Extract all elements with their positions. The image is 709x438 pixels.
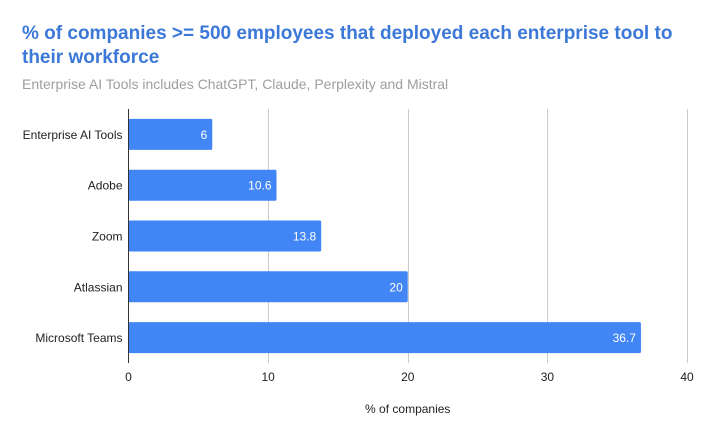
bar[interactable] [128,118,213,150]
chart-subtitle: Enterprise AI Tools includes ChatGPT, Cl… [22,76,449,92]
bar[interactable] [128,271,408,303]
bar-value-label: 6 [201,128,208,142]
bar[interactable] [128,169,277,201]
bar-value-label: 13.8 [293,230,317,244]
category-label: Microsoft Teams [35,331,122,345]
x-tick-label: 10 [261,370,275,384]
category-label: Adobe [88,179,123,193]
bar[interactable] [128,322,641,354]
x-tick-label: 0 [125,370,132,384]
x-tick-label: 20 [401,370,415,384]
bar-value-label: 36.7 [613,331,637,345]
category-label: Atlassian [74,280,123,294]
x-axis-title: % of companies [365,402,450,416]
x-tick-label: 30 [541,370,555,384]
chart-title: % of companies >= 500 employees that dep… [22,23,673,68]
x-tick-label: 40 [680,370,694,384]
category-label: Zoom [92,230,123,244]
bar-value-label: 20 [389,280,403,294]
category-label: Enterprise AI Tools [23,128,123,142]
bar[interactable] [128,220,322,252]
bar-value-label: 10.6 [248,179,272,193]
